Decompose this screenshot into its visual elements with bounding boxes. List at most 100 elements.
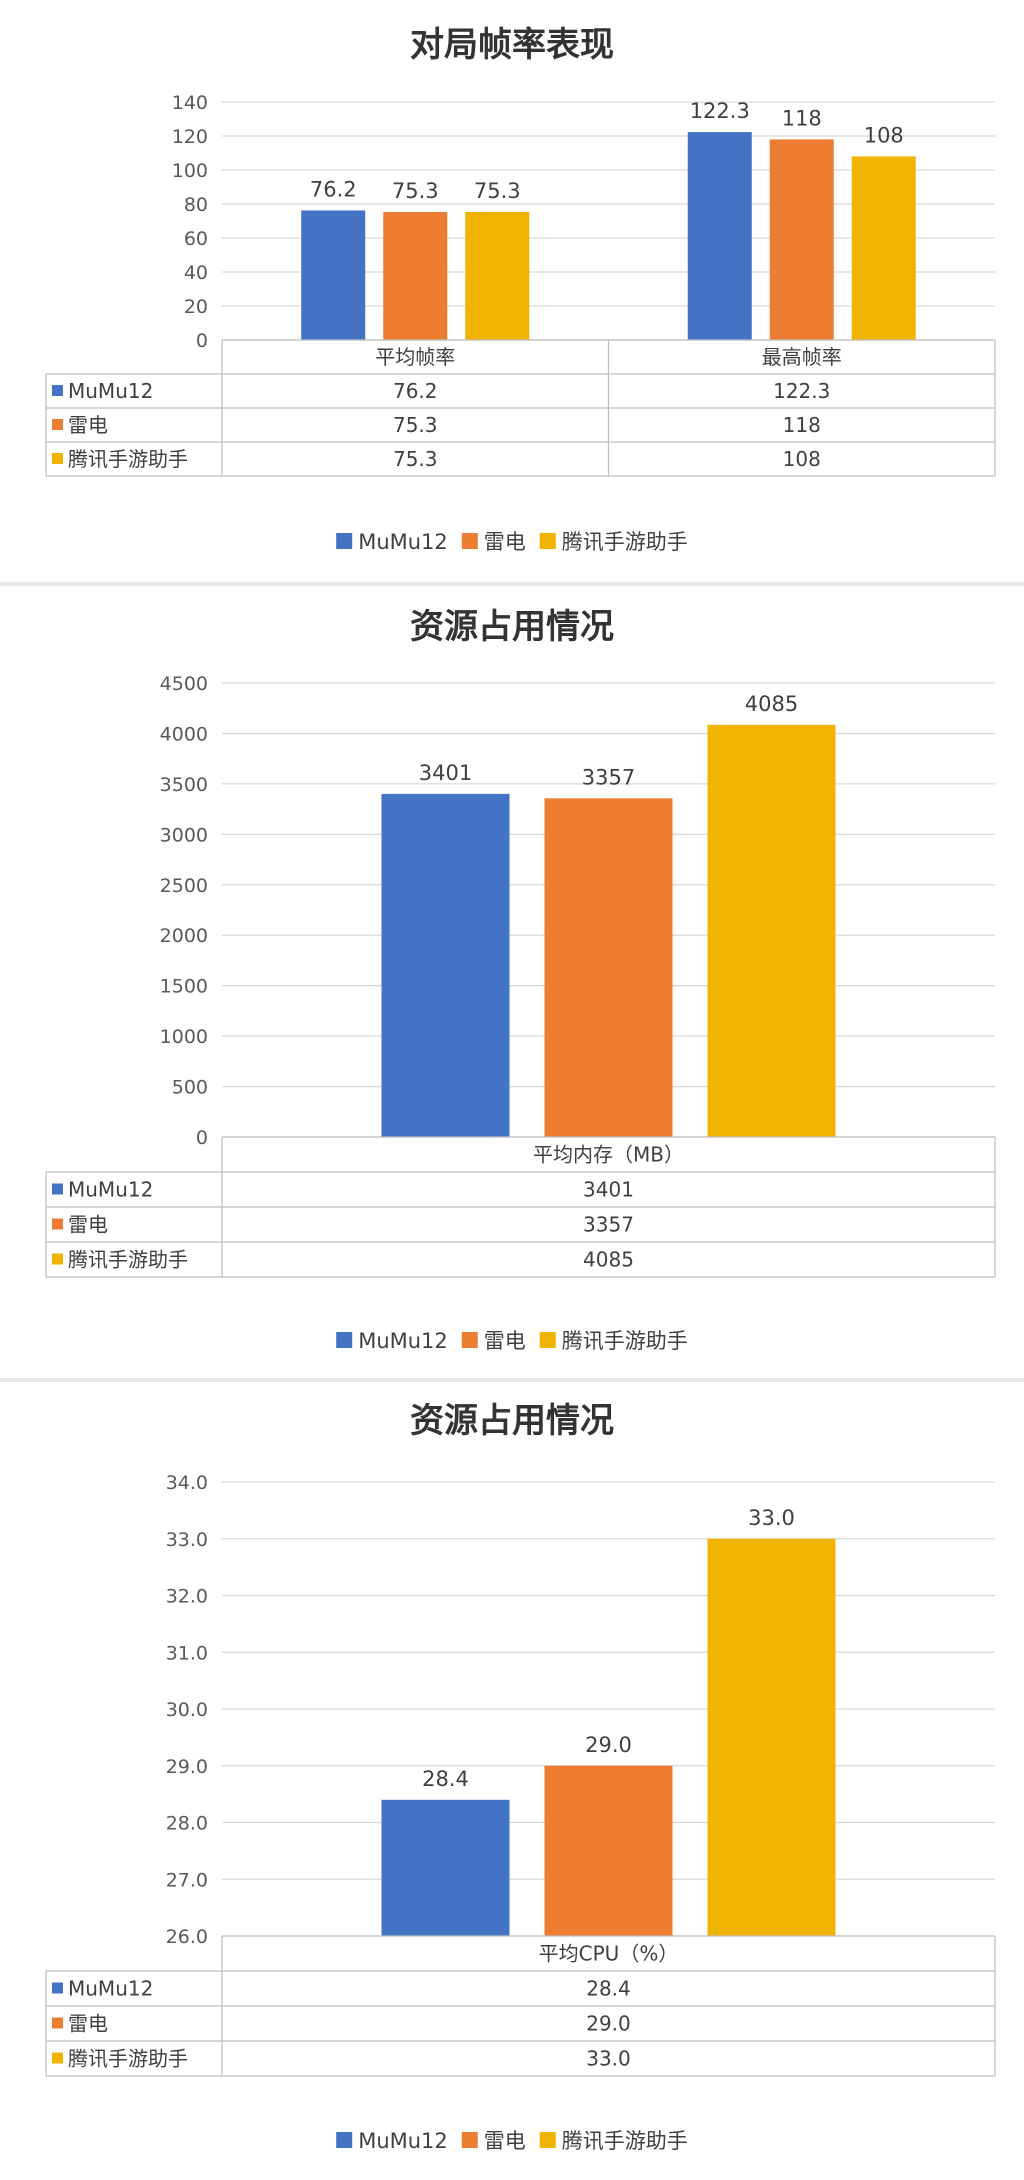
table-series-name: 雷电 [68, 1213, 108, 1237]
table-category-header: 最高帧率 [762, 345, 842, 369]
table-cell: 122.3 [773, 379, 830, 403]
bar [851, 156, 916, 340]
chart-svg-cpu: 资源占用情况 26.0 27.0 28.0 29.0 30.0 31.0 32.0 33.0 3… [45, 1401, 996, 2153]
y-tick-label: 4000 [160, 723, 208, 745]
bar [381, 793, 510, 1137]
table-cell: 76.2 [393, 379, 438, 403]
bar [465, 211, 530, 340]
legend-label: 腾讯手游助手 [562, 530, 688, 554]
y-tick-label: 140 [172, 92, 208, 114]
chart-title: 资源占用情况 [410, 1401, 614, 1441]
table-legend-key [52, 1982, 63, 1994]
table-series-name: 腾讯手游助手 [68, 2047, 188, 2071]
y-tick-label: 2000 [160, 925, 208, 947]
y-tick-label: 29.0 [166, 1756, 208, 1778]
chart-title: 对局帧率表现 [410, 25, 614, 65]
chart-svg-memory: 资源占用情况 0 500 1000 1500 2000 2500 3000 3500 4000 4… [45, 607, 996, 1353]
data-label: 108 [864, 123, 904, 147]
table-legend-key [52, 2017, 63, 2029]
y-tick-label: 26.0 [166, 1926, 208, 1948]
table-legend-key [52, 1253, 63, 1265]
table-series-name: 腾讯手游助手 [68, 1248, 188, 1272]
legend-swatch [539, 533, 556, 549]
y-tick-label: 20 [184, 296, 208, 318]
legend-swatch [336, 2132, 353, 2148]
table-cell: 3357 [583, 1213, 634, 1237]
y-tick-label: 30.0 [166, 1699, 208, 1721]
y-tick-label: 0 [196, 330, 208, 352]
legend-swatch [336, 533, 353, 549]
data-label: 122.3 [690, 99, 750, 123]
table-cell: 28.4 [586, 1977, 631, 2001]
legend-swatch [461, 1332, 478, 1348]
legend: MuMu12 雷电 腾讯手游助手 [336, 530, 688, 554]
legend: MuMu12 雷电 腾讯手游助手 [336, 1329, 688, 1353]
y-tick-label: 40 [184, 262, 208, 284]
data-label: 33.0 [748, 1506, 795, 1530]
y-tick-label: 32.0 [166, 1586, 208, 1608]
y-tick-label: 2500 [160, 875, 208, 897]
y-tick-label: 31.0 [166, 1642, 208, 1664]
y-tick-label: 3000 [160, 824, 208, 846]
table-legend-key [52, 385, 63, 396]
legend-label: MuMu12 [358, 2129, 448, 2153]
data-table: 平均内存（MB） MuMu12 3401 雷电 3357 腾讯手游助手 4085 [45, 1136, 996, 1278]
table-legend-key [52, 453, 63, 464]
y-tick-label: 27.0 [166, 1869, 208, 1891]
table-cell: 118 [783, 413, 821, 437]
chart-svg-fps: 对局帧率表现 0 20 40 60 80 100 120 140 76.2 75.3 75.3 122… [45, 25, 996, 554]
bar [381, 1799, 510, 1936]
plot-area: 0 500 1000 1500 2000 2500 3000 3500 4000 4500 3401… [160, 673, 995, 1149]
table-cell: 108 [783, 447, 821, 471]
y-tick-label: 0 [196, 1127, 208, 1149]
table-series-name: MuMu12 [68, 1977, 153, 2001]
table-cell: 29.0 [586, 2012, 631, 2036]
bar [301, 210, 366, 340]
data-table: 平均CPU（%） MuMu12 28.4 雷电 29.0 腾讯手游助手 33.0 [45, 1935, 996, 2077]
y-tick-label: 1500 [160, 976, 208, 998]
bar [707, 1538, 836, 1936]
legend-label: MuMu12 [358, 1329, 448, 1353]
data-label: 75.3 [474, 179, 521, 203]
data-label: 3401 [419, 761, 472, 785]
data-label: 75.3 [392, 179, 439, 203]
y-tick-label: 3500 [160, 774, 208, 796]
data-label: 4085 [745, 692, 798, 716]
plot-area: 26.0 27.0 28.0 29.0 30.0 31.0 32.0 33.0 34.0 28.4… [166, 1472, 995, 1948]
legend-label: 雷电 [484, 530, 526, 554]
plot-area: 0 20 40 60 80 100 120 140 76.2 75.3 75.3 122.3 118 10… [172, 92, 995, 352]
y-tick-label: 33.0 [166, 1529, 208, 1551]
legend-label: 腾讯手游助手 [562, 1329, 688, 1353]
table-cell: 75.3 [393, 447, 438, 471]
bar [383, 211, 448, 340]
data-label: 118 [782, 106, 822, 130]
table-series-name: 雷电 [68, 2012, 108, 2036]
bar [544, 798, 673, 1137]
y-tick-label: 80 [184, 194, 208, 216]
table-cell: 33.0 [586, 2047, 631, 2071]
chart-panel-memory: 资源占用情况 0 500 1000 1500 2000 2500 3000 3500 4000 4… [0, 586, 1024, 1378]
table-cell: 3401 [583, 1178, 634, 1202]
y-tick-label: 28.0 [166, 1813, 208, 1835]
table-cell: 4085 [583, 1248, 634, 1272]
legend-swatch [336, 1332, 353, 1348]
legend-swatch [461, 533, 478, 549]
table-series-name: 雷电 [68, 413, 108, 437]
table-series-name: 腾讯手游助手 [68, 447, 188, 471]
legend-label: 雷电 [484, 1329, 526, 1353]
table-category-header: 平均帧率 [375, 345, 455, 369]
table-category-header: 平均CPU（%） [539, 1942, 679, 1966]
y-tick-label: 120 [172, 126, 208, 148]
legend-swatch [539, 1332, 556, 1348]
legend-label: MuMu12 [358, 530, 448, 554]
bar [769, 139, 834, 340]
legend: MuMu12 雷电 腾讯手游助手 [336, 2129, 688, 2153]
table-cell: 75.3 [393, 413, 438, 437]
data-label: 28.4 [422, 1767, 469, 1791]
table-series-name: MuMu12 [68, 1178, 153, 1202]
chart-panel-cpu: 资源占用情况 26.0 27.0 28.0 29.0 30.0 31.0 32.0 33.0 3… [0, 1382, 1024, 2180]
data-table: 平均帧率 最高帧率 MuMu12 76.2 122.3 雷电 75.3 118 腾讯手游助手 75… [45, 339, 996, 477]
data-label: 3357 [582, 765, 635, 789]
table-legend-key [52, 1183, 63, 1195]
table-legend-key [52, 419, 63, 430]
